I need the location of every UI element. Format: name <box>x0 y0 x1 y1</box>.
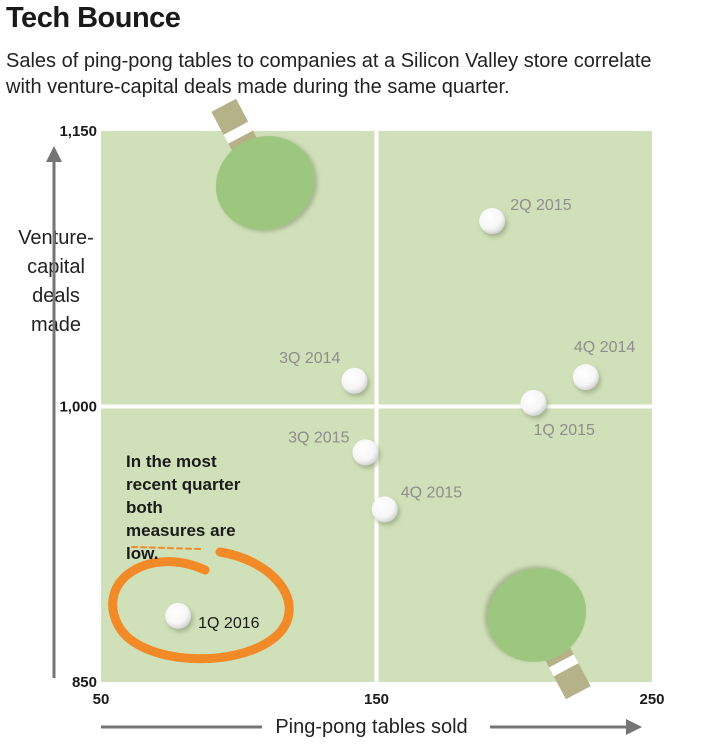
data-point-label: 4Q 2014 <box>574 339 635 356</box>
y-tick-label: 1,000 <box>59 399 97 416</box>
chart-subtitle: Sales of ping-pong tables to companies a… <box>6 50 652 98</box>
y-tick-label: 1,150 <box>59 123 97 140</box>
paddle-blade <box>215 136 315 230</box>
data-point <box>572 364 599 391</box>
data-point-label: 2Q 2015 <box>510 197 571 214</box>
data-point <box>165 602 192 629</box>
paddle-blade <box>487 568 587 662</box>
data-point-label: 3Q 2014 <box>279 350 340 367</box>
x-tick-label: 50 <box>93 691 110 708</box>
y-axis-label: Venture-capital deals made <box>18 227 94 336</box>
x-tick-label: 150 <box>364 691 389 708</box>
x-tick-label: 250 <box>639 691 664 708</box>
data-point-label: 1Q 2016 <box>198 615 259 632</box>
data-point <box>479 207 506 234</box>
paddle-handle-band <box>223 121 253 144</box>
annotation-text: In the most recent quarter both measures… <box>126 452 241 563</box>
highlight-circle <box>108 547 294 664</box>
chart-title: Tech Bounce <box>6 2 181 34</box>
paddle-top-left-icon <box>211 98 315 230</box>
y-axis-arrowhead-icon <box>46 146 62 162</box>
data-point <box>352 439 379 466</box>
data-point <box>341 367 368 394</box>
y-tick-label: 850 <box>72 674 97 691</box>
data-point-label: 3Q 2015 <box>288 429 349 446</box>
paddle-bottom-right-icon <box>487 568 591 700</box>
highlight-circle-stroke <box>131 546 201 550</box>
data-point-label: 4Q 2015 <box>401 484 462 501</box>
paddle-handle-band <box>549 654 579 677</box>
data-point <box>520 389 547 416</box>
x-axis-label: Ping-pong tables sold <box>275 716 468 738</box>
data-point <box>371 496 398 523</box>
data-point-label: 1Q 2015 <box>534 422 595 439</box>
x-axis-arrowhead-icon <box>626 719 642 735</box>
